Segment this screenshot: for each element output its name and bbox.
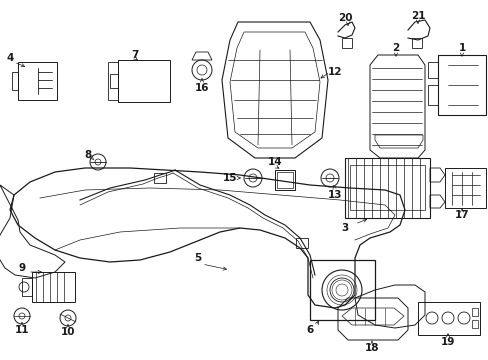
Text: 1: 1 [457,43,465,53]
Bar [471,320,477,328]
Text: 7: 7 [131,50,139,60]
Bar [154,173,165,183]
Text: 11: 11 [15,325,29,335]
Bar [274,170,294,190]
Text: 13: 13 [327,190,342,200]
Text: 20: 20 [337,13,351,23]
Bar [295,238,307,248]
Text: 16: 16 [194,83,209,93]
Text: 10: 10 [61,327,75,337]
Text: 3: 3 [341,223,348,233]
Text: 9: 9 [19,263,25,273]
Text: 8: 8 [84,150,91,160]
Text: 6: 6 [306,325,313,335]
Bar [471,308,477,316]
Bar [309,260,374,320]
Text: 12: 12 [327,67,342,77]
Text: 5: 5 [194,253,201,263]
Text: 18: 18 [364,343,379,353]
Text: 19: 19 [440,337,454,347]
Text: 2: 2 [391,43,399,53]
Text: 21: 21 [410,11,425,21]
Text: 14: 14 [267,157,282,167]
Bar [276,172,292,188]
Text: 17: 17 [454,210,468,220]
Text: 4: 4 [6,53,14,63]
Text: 15: 15 [223,173,237,183]
